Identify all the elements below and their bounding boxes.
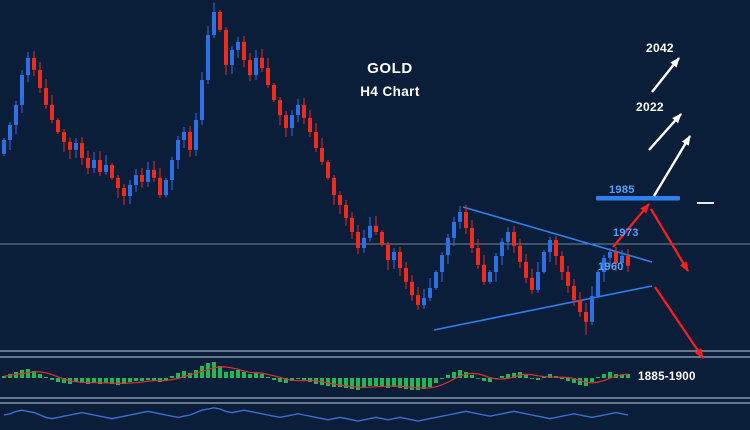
support-label-1960: 1960 [598,261,624,273]
candlesticks [2,2,630,335]
triangle-pattern[interactable] [433,196,680,331]
oscillator-indicator-panel [3,407,629,422]
macd-indicator-panel [2,362,630,390]
arrow-annotations[interactable] [612,57,704,359]
symbol-title: GOLD [367,60,413,77]
target-label-2022: 2022 [636,100,664,114]
resistance-label-1985: 1985 [609,184,635,196]
level-lines [0,202,750,404]
chart-title-block: GOLD H4 Chart [300,60,480,99]
pivot-label-1973: 1973 [613,227,639,239]
timeframe-title: H4 Chart [360,84,420,99]
target-label-1885-1900: 1885-1900 [638,371,696,383]
target-label-2042: 2042 [646,41,674,55]
